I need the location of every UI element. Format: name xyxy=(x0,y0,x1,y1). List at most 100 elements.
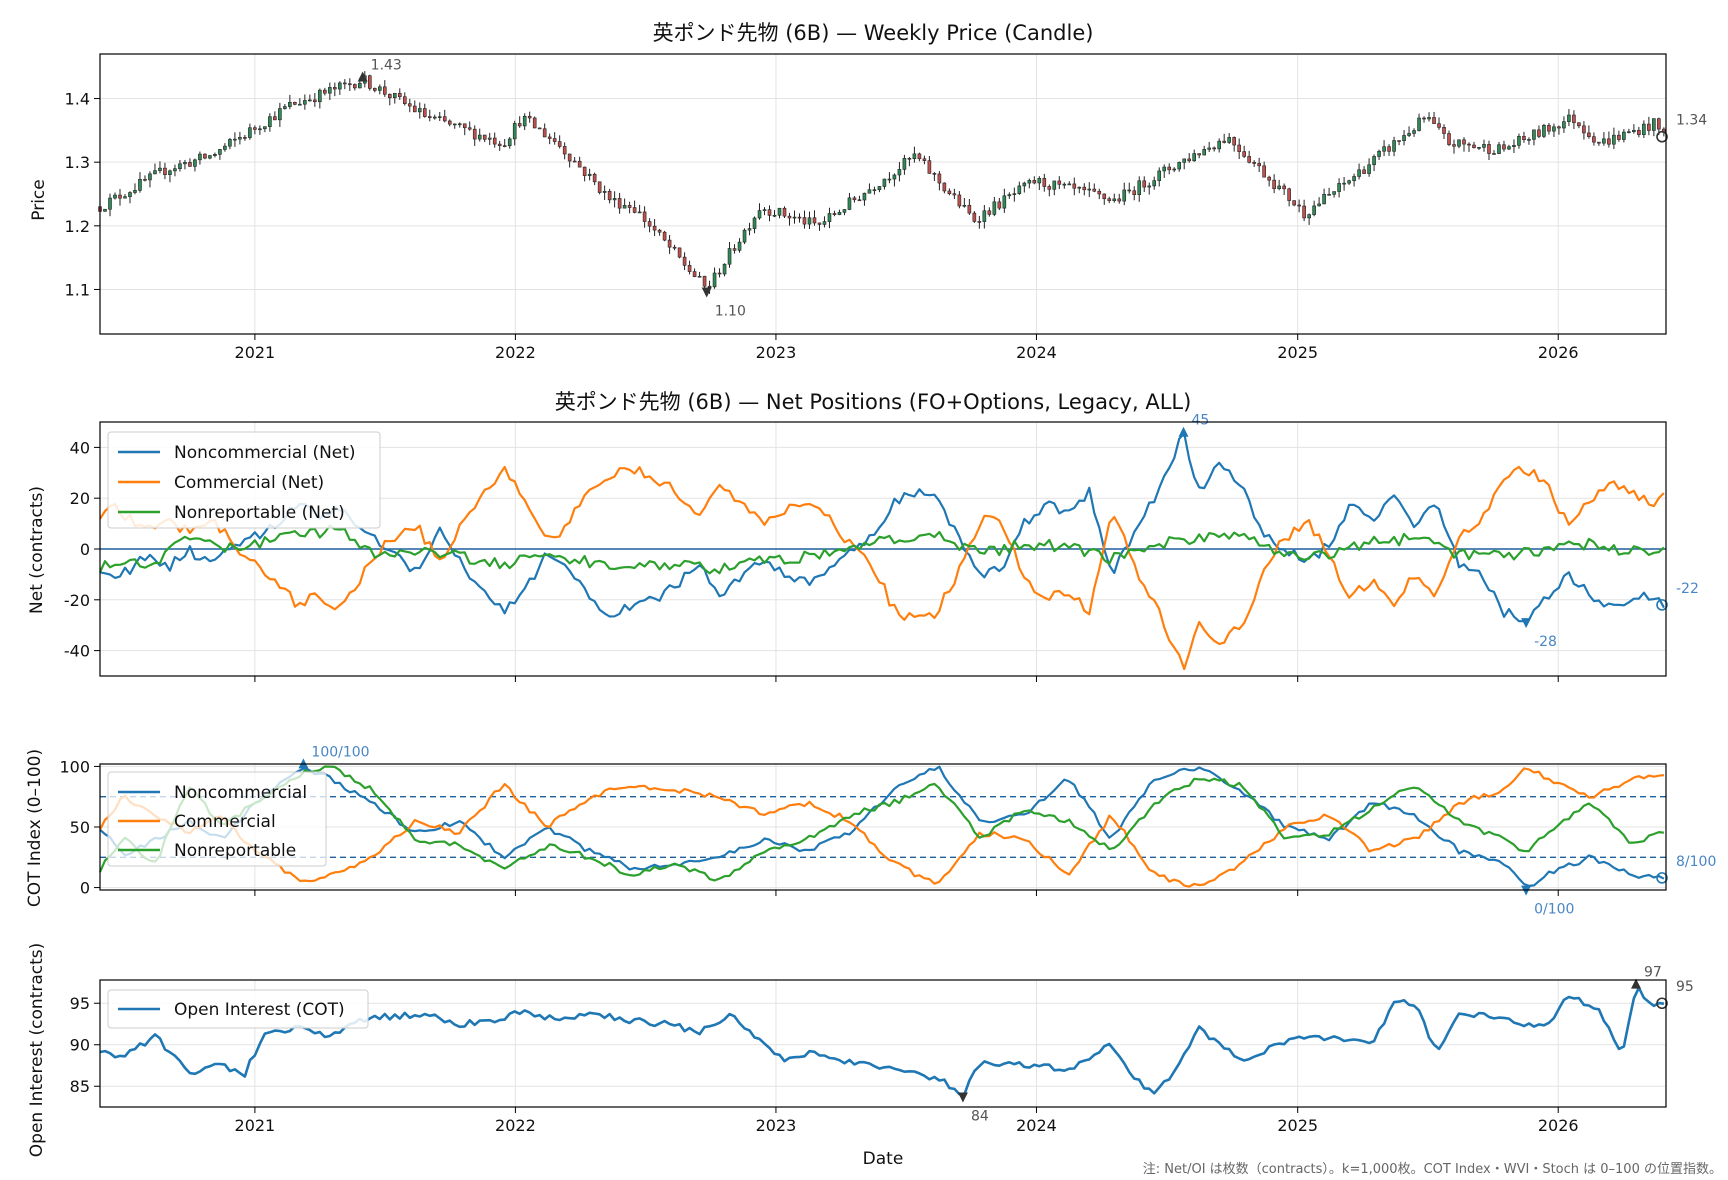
candle-body xyxy=(1602,138,1606,144)
candle-body xyxy=(677,247,682,258)
candle-body xyxy=(527,115,532,119)
candle-body xyxy=(1022,182,1027,187)
candle-body xyxy=(1282,185,1286,190)
candle-body xyxy=(1532,129,1536,140)
candle-body xyxy=(1057,180,1062,185)
candle-body xyxy=(872,189,877,191)
candle-body xyxy=(248,127,252,138)
candle-body xyxy=(522,115,527,127)
last-label: 8/100 xyxy=(1676,854,1716,870)
candle-body xyxy=(1482,144,1486,148)
candle-body xyxy=(1487,144,1491,154)
candle-body xyxy=(457,123,462,126)
candle-body xyxy=(1397,140,1401,142)
candle-body xyxy=(268,116,272,127)
candle-body xyxy=(1477,147,1481,149)
y-tick-label: 95 xyxy=(70,994,90,1013)
x-tick-label: 2021 xyxy=(235,1116,276,1135)
candle-body xyxy=(1122,189,1127,202)
candle-body xyxy=(1197,153,1201,156)
x-tick-label: 2021 xyxy=(235,343,276,362)
last-label: 1.34 xyxy=(1676,113,1707,129)
x-tick-label: 2022 xyxy=(495,1116,536,1135)
net-legend-noncommercial: Noncommercial (Net) xyxy=(174,443,356,463)
net-title: 英ポンド先物 (6B) — Net Positions (FO+Options,… xyxy=(555,390,1192,414)
candle-body xyxy=(1612,134,1616,145)
last-label: 95 xyxy=(1676,979,1694,995)
price-ylabel: Price xyxy=(29,179,49,220)
candle-body xyxy=(183,162,187,165)
candle-body xyxy=(762,209,767,211)
candle-body xyxy=(1017,185,1022,194)
candle-body xyxy=(857,199,862,202)
candle-body xyxy=(862,192,867,201)
candle-body xyxy=(387,93,392,99)
candle-body xyxy=(1522,136,1526,140)
candle-body xyxy=(787,215,792,219)
candle-body xyxy=(822,221,827,225)
candle-body xyxy=(477,134,482,140)
candle-body xyxy=(288,102,292,107)
candle-body xyxy=(1622,131,1626,140)
candle-body xyxy=(792,216,797,219)
candle-body xyxy=(462,123,467,129)
min-label: 0/100 xyxy=(1534,902,1574,918)
candle-body xyxy=(687,265,692,272)
candle-body xyxy=(832,213,837,215)
candle-body xyxy=(208,155,212,159)
candle-body xyxy=(128,192,132,197)
candle-body xyxy=(1357,169,1361,177)
candle-body xyxy=(662,231,667,241)
candle-body xyxy=(1592,136,1596,143)
candle-body xyxy=(1342,182,1346,185)
candle-body xyxy=(997,201,1002,209)
y-tick-label: 100 xyxy=(59,757,90,776)
candle-body xyxy=(218,149,222,155)
candle-body xyxy=(1362,169,1366,174)
candle-body xyxy=(482,134,487,140)
candle-body xyxy=(782,207,787,217)
candle-body xyxy=(203,153,207,159)
candle-body xyxy=(1132,190,1137,195)
candle-body xyxy=(1642,123,1646,135)
candle-body xyxy=(1307,214,1311,219)
candle-body xyxy=(922,158,927,161)
candle-body xyxy=(372,88,377,91)
candle-body xyxy=(328,87,332,94)
price-title: 英ポンド先物 (6B) — Weekly Price (Candle) xyxy=(653,21,1094,45)
candle-body xyxy=(1617,134,1621,140)
candle-body xyxy=(1042,178,1047,187)
candle-body xyxy=(1502,144,1506,150)
candle-body xyxy=(123,196,127,199)
max-label: 97 xyxy=(1644,965,1662,981)
candle-body xyxy=(228,139,232,147)
candle-body xyxy=(1062,183,1067,186)
candle-body xyxy=(1562,121,1566,129)
candle-body xyxy=(1212,147,1216,150)
candle-body xyxy=(1557,126,1561,129)
x-tick-label: 2024 xyxy=(1016,1116,1057,1135)
candle-body xyxy=(967,204,972,214)
candle-body xyxy=(1572,114,1576,124)
candle-body xyxy=(1012,193,1017,195)
min-label: -28 xyxy=(1534,634,1557,650)
candle-body xyxy=(1457,139,1461,147)
candle-body xyxy=(1107,198,1112,201)
y-tick-label: 0 xyxy=(80,879,90,898)
max-label: 1.43 xyxy=(371,57,402,73)
candle-body xyxy=(1587,132,1591,137)
candle-body xyxy=(592,173,597,183)
candle-body xyxy=(952,193,957,196)
candle-body xyxy=(512,123,517,140)
candle-body xyxy=(532,117,537,129)
candle-body xyxy=(517,123,522,127)
candle-body xyxy=(283,106,287,109)
candle-body xyxy=(567,153,572,162)
candle-body xyxy=(1032,180,1037,184)
candle-body xyxy=(273,116,277,121)
candle-body xyxy=(343,82,347,85)
candle-body xyxy=(1497,144,1501,154)
candle-body xyxy=(1262,165,1266,178)
candle-body xyxy=(907,157,912,160)
candle-body xyxy=(1322,194,1326,205)
